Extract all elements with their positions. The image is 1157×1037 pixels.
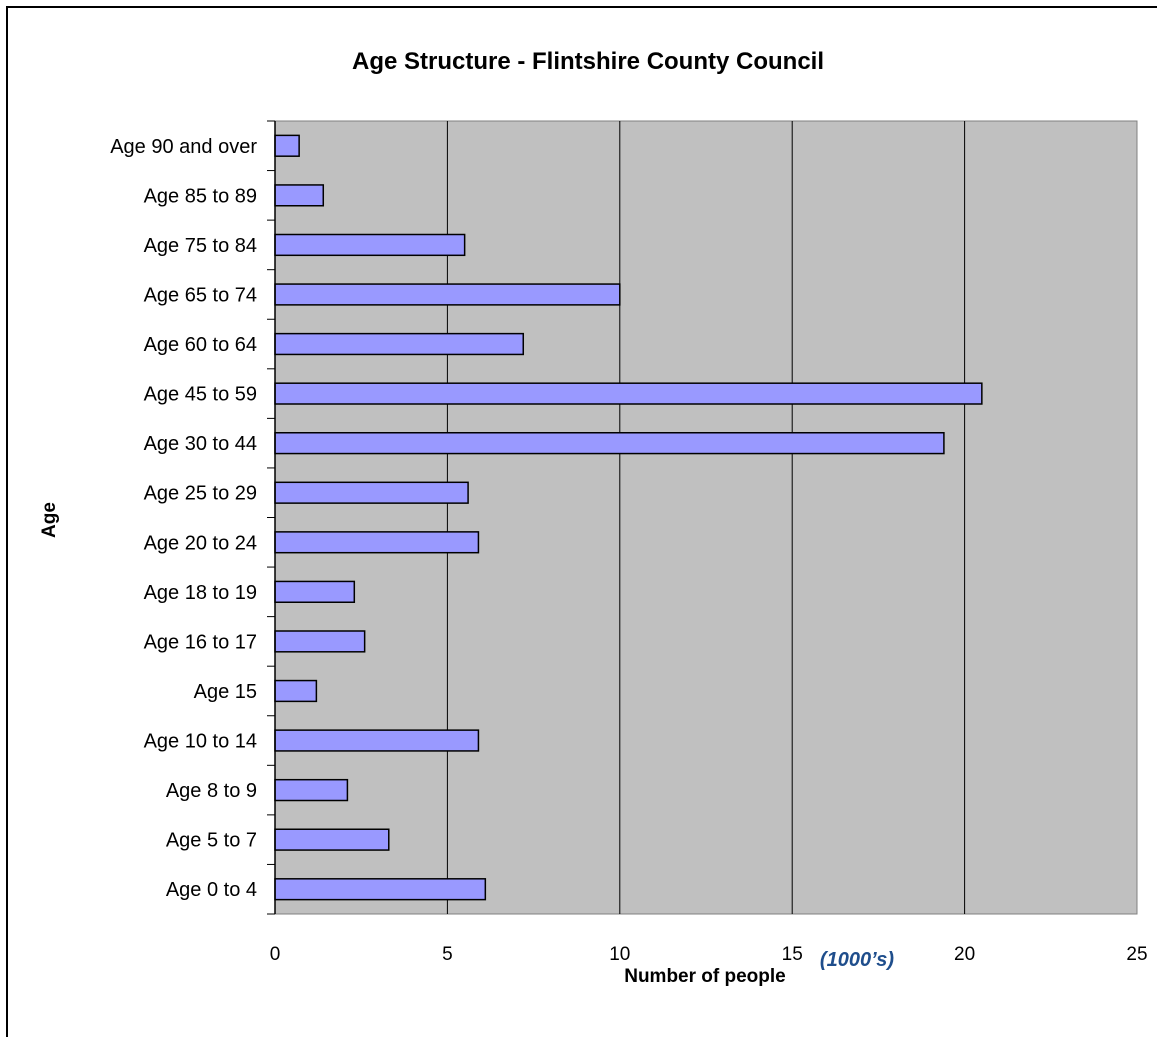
bar	[274, 184, 325, 207]
category-label: Age 16 to 17	[144, 631, 257, 653]
bar	[274, 531, 480, 554]
bar	[274, 729, 480, 752]
axes	[267, 120, 276, 915]
category-label: Age 30 to 44	[144, 433, 257, 455]
bar	[274, 778, 349, 802]
bar	[274, 283, 621, 306]
x-tick-label: 20	[954, 944, 975, 965]
category-label: Age 25 to 29	[144, 483, 257, 505]
x-tick-label: 5	[442, 944, 453, 965]
bar	[274, 431, 945, 455]
bar	[274, 134, 300, 157]
category-label: Age 15	[194, 681, 257, 703]
x-axis-label: Number of people	[624, 966, 786, 987]
bar	[274, 580, 356, 604]
category-label: Age 5 to 7	[166, 830, 257, 852]
x-tick-label: 0	[270, 944, 281, 965]
bar	[274, 233, 466, 257]
x-axis-unit: (1000’s)	[820, 949, 894, 971]
category-label: Age 85 to 89	[144, 185, 257, 207]
bar	[274, 630, 366, 653]
bar	[274, 828, 390, 851]
category-label: Age 20 to 24	[144, 532, 257, 554]
category-label: Age 8 to 9	[166, 780, 257, 802]
bar	[274, 382, 983, 405]
chart-title: Age Structure - Flintshire County Counci…	[352, 48, 824, 75]
bar	[274, 332, 525, 356]
category-label: Age 65 to 74	[144, 284, 257, 306]
category-label: Age 18 to 19	[144, 582, 257, 604]
x-tick-label: 10	[609, 944, 630, 965]
chart-frame	[6, 6, 1157, 1037]
x-tick-labels: 0 5 10 15 20 25	[270, 944, 1148, 965]
category-label: Age 75 to 84	[144, 235, 257, 257]
category-label: Age 45 to 59	[144, 384, 257, 406]
bar	[274, 679, 318, 703]
category-labels: Age 0 to 4 Age 5 to 7 Age 8 to 9 Age 10 to …	[110, 136, 257, 901]
x-tick-label: 15	[782, 944, 803, 965]
category-label: Age 0 to 4	[166, 879, 257, 901]
category-label: Age 10 to 14	[144, 731, 257, 753]
y-axis-label: Age	[39, 502, 60, 538]
category-label: Age 90 and over	[110, 136, 257, 158]
bar	[274, 878, 487, 901]
category-label: Age 60 to 64	[144, 334, 257, 356]
bar	[274, 481, 469, 504]
x-tick-label: 25	[1126, 944, 1147, 965]
